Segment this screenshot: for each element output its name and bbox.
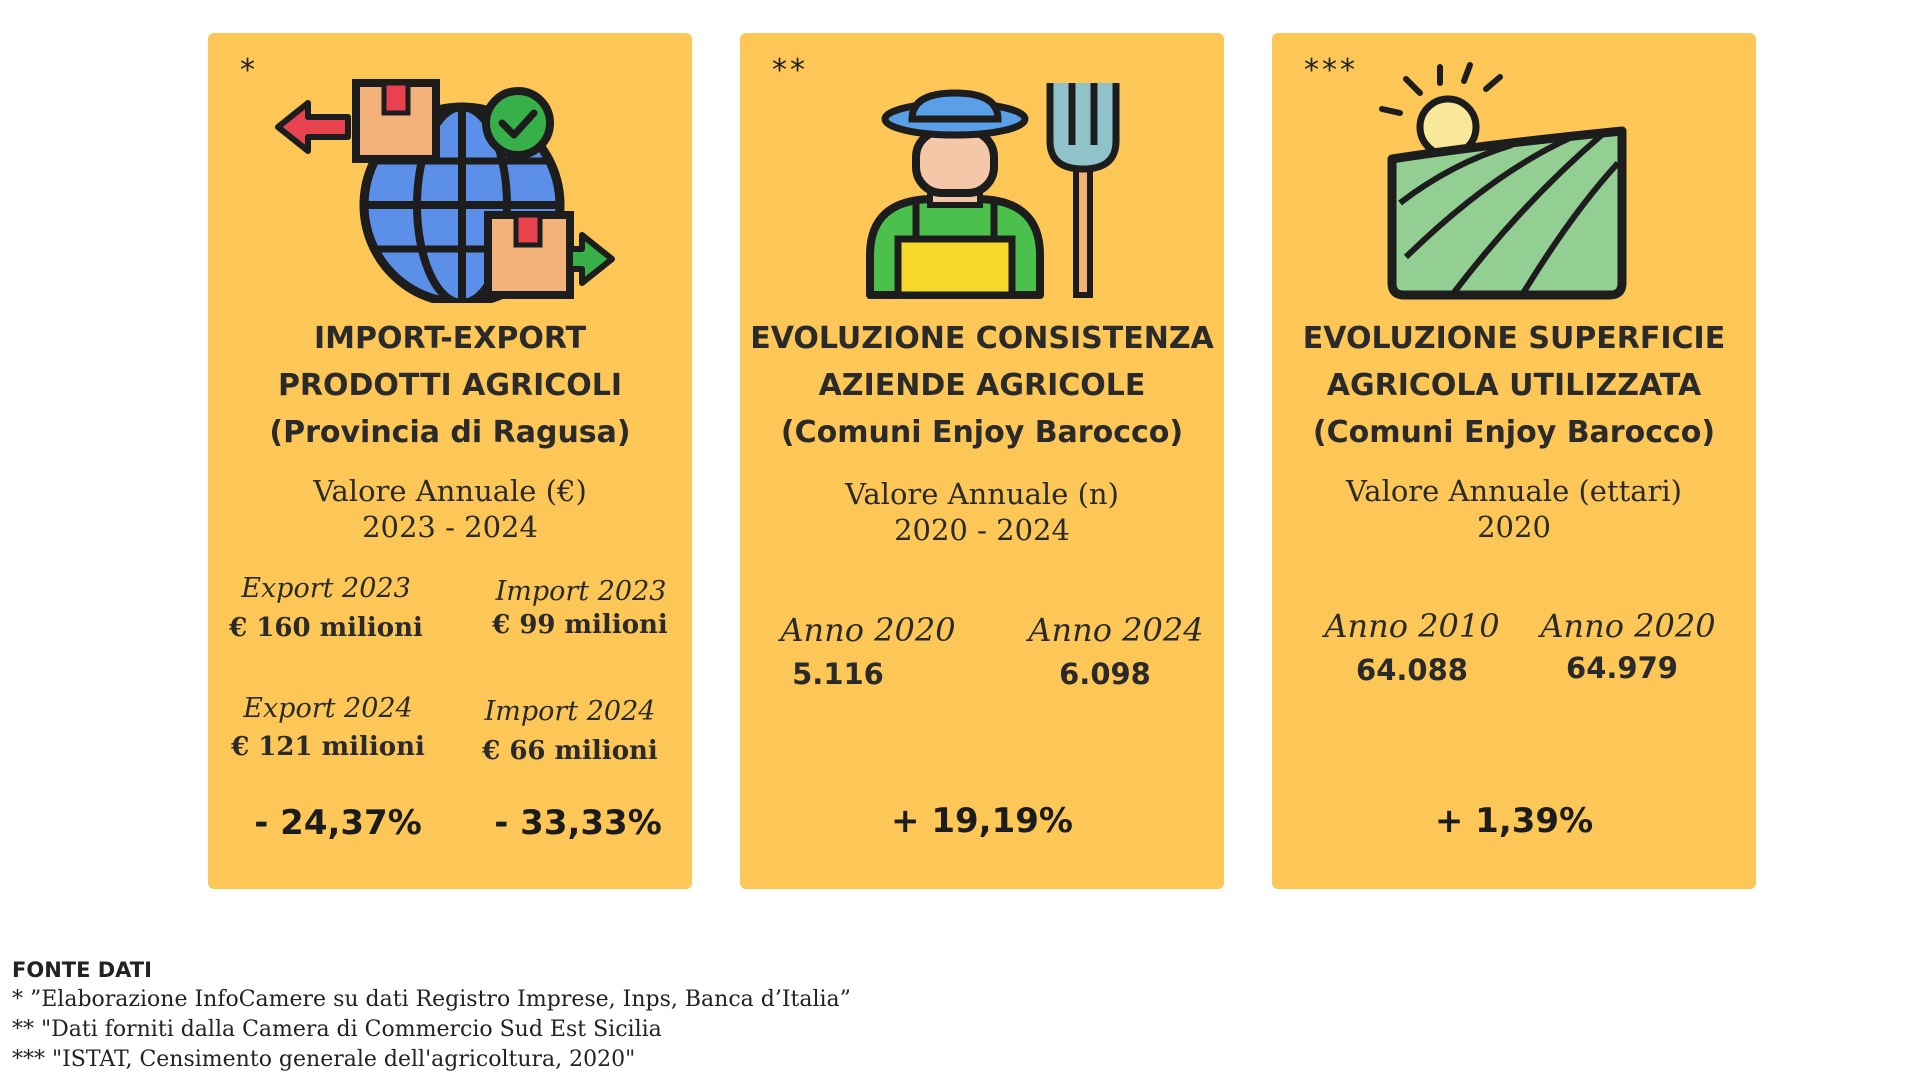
stat-value: € 66 milioni — [482, 736, 658, 766]
title-subject: (Provincia di Ragusa) — [269, 415, 631, 450]
globe-import-export-icon — [275, 79, 615, 303]
value-label: Valore Annuale (n) — [845, 477, 1119, 511]
farmer-pitchfork-icon — [866, 83, 1120, 299]
source-line: ** "Dati forniti dalla Camera di Commerc… — [12, 1017, 662, 1042]
source-heading: FONTE DATI — [12, 958, 152, 982]
card-title: EVOLUZIONE CONSISTENZA AZIENDE AGRICOLE … — [740, 315, 1224, 456]
title-line: EVOLUZIONE CONSISTENZA — [750, 321, 1214, 356]
period: 2020 — [1477, 510, 1551, 544]
stat-label: Export 2023 — [241, 573, 411, 604]
field-sun-icon — [1379, 62, 1627, 300]
source-line: *** "ISTAT, Censimento generale dell'agr… — [12, 1047, 636, 1072]
stat-label: Anno 2024 — [1028, 611, 1204, 649]
card-title: EVOLUZIONE SUPERFICIE AGRICOLA UTILIZZAT… — [1272, 315, 1756, 456]
title-line: AZIENDE AGRICOLE — [818, 368, 1146, 403]
title-line: AGRICOLA UTILIZZATA — [1326, 368, 1702, 403]
footnote-marker: * — [240, 53, 258, 88]
card-import-export: * IMPORT-EXPORT PRODOTTI AGRICOLI (Provi… — [208, 33, 692, 889]
value-label: Valore Annuale (€) — [313, 474, 587, 508]
card-aziende-agricole: ** EVOLUZIONE CONSISTENZA AZIENDE AGRICO… — [740, 33, 1224, 889]
title-subject: (Comuni Enjoy Barocco) — [1312, 415, 1716, 450]
stat-value: 64.979 — [1566, 651, 1678, 685]
change-percent: - 24,37% — [254, 803, 422, 843]
stat-label: Anno 2020 — [1540, 607, 1716, 645]
footnote-marker: *** — [1304, 53, 1358, 88]
period: 2023 - 2024 — [362, 510, 538, 544]
stat-value: € 121 milioni — [231, 732, 425, 762]
stat-label: Import 2023 — [495, 576, 667, 607]
source-notes: FONTE DATI * ”Elaborazione InfoCamere su… — [12, 955, 851, 1075]
title-line: IMPORT-EXPORT — [313, 321, 587, 356]
stat-label: Anno 2020 — [780, 611, 956, 649]
stat-value: 6.098 — [1059, 657, 1151, 691]
period: 2020 - 2024 — [894, 513, 1070, 547]
change-percent: + 19,19% — [891, 801, 1073, 841]
stat-value: € 160 milioni — [229, 613, 423, 643]
stat-value: € 99 milioni — [492, 610, 668, 640]
footnote-marker: ** — [772, 53, 808, 88]
stat-value: 64.088 — [1356, 653, 1468, 687]
value-label: Valore Annuale (ettari) — [1346, 474, 1682, 508]
stat-label: Export 2024 — [243, 693, 413, 724]
title-line: PRODOTTI AGRICOLI — [277, 368, 623, 403]
card-superficie-agricola: *** EVOLUZIONE SUPERFICIE AGRICOLA UTILI… — [1272, 33, 1756, 889]
change-percent: - 33,33% — [494, 803, 662, 843]
card-title: IMPORT-EXPORT PRODOTTI AGRICOLI (Provinc… — [208, 315, 692, 456]
stat-value: 5.116 — [792, 657, 884, 691]
stat-label: Import 2024 — [484, 696, 656, 727]
stat-label: Anno 2010 — [1324, 607, 1500, 645]
source-line: * ”Elaborazione InfoCamere su dati Regis… — [12, 987, 851, 1012]
title-subject: (Comuni Enjoy Barocco) — [780, 415, 1184, 450]
title-line: EVOLUZIONE SUPERFICIE — [1302, 321, 1726, 356]
change-percent: + 1,39% — [1434, 801, 1594, 841]
